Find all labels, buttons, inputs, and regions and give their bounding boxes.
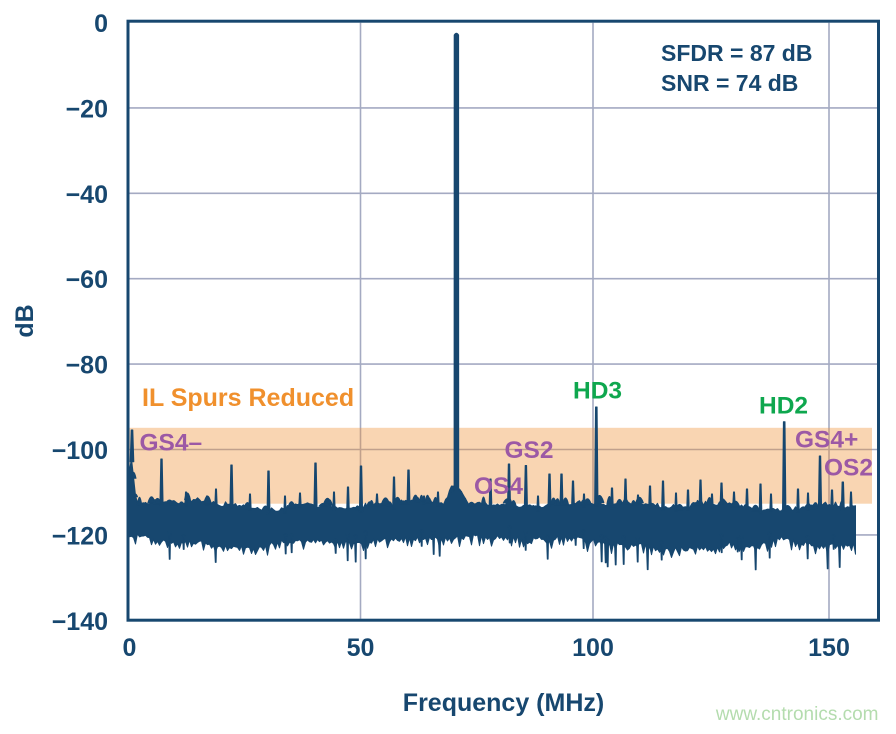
svg-text:SFDR = 87 dB: SFDR = 87 dB [661, 40, 812, 66]
svg-text:OS2: OS2 [824, 455, 873, 482]
svg-text:0: 0 [94, 10, 108, 38]
svg-text:GS2: GS2 [505, 437, 554, 464]
svg-text:0: 0 [123, 634, 137, 662]
svg-text:IL Spurs Reduced: IL Spurs Reduced [142, 384, 354, 412]
svg-text:GS4+: GS4+ [795, 427, 858, 454]
svg-text:−120: −120 [52, 522, 108, 550]
svg-text:HD2: HD2 [759, 393, 808, 420]
svg-text:dB: dB [11, 304, 39, 337]
svg-text:GS4–: GS4– [140, 430, 203, 457]
svg-text:−40: −40 [66, 181, 108, 209]
svg-text:HD3: HD3 [573, 378, 622, 405]
svg-text:OS4: OS4 [474, 473, 523, 500]
svg-text:−60: −60 [66, 266, 108, 294]
svg-text:−140: −140 [52, 608, 108, 636]
svg-text:Frequency (MHz): Frequency (MHz) [403, 689, 604, 717]
svg-text:−20: −20 [66, 95, 108, 123]
svg-text:SNR = 74 dB: SNR = 74 dB [661, 70, 798, 96]
svg-text:−80: −80 [66, 352, 108, 380]
svg-text:−100: −100 [52, 437, 108, 465]
svg-text:100: 100 [572, 634, 614, 662]
svg-text:50: 50 [347, 634, 375, 662]
svg-text:www.cntronics.com: www.cntronics.com [715, 704, 879, 725]
svg-text:150: 150 [808, 634, 850, 662]
